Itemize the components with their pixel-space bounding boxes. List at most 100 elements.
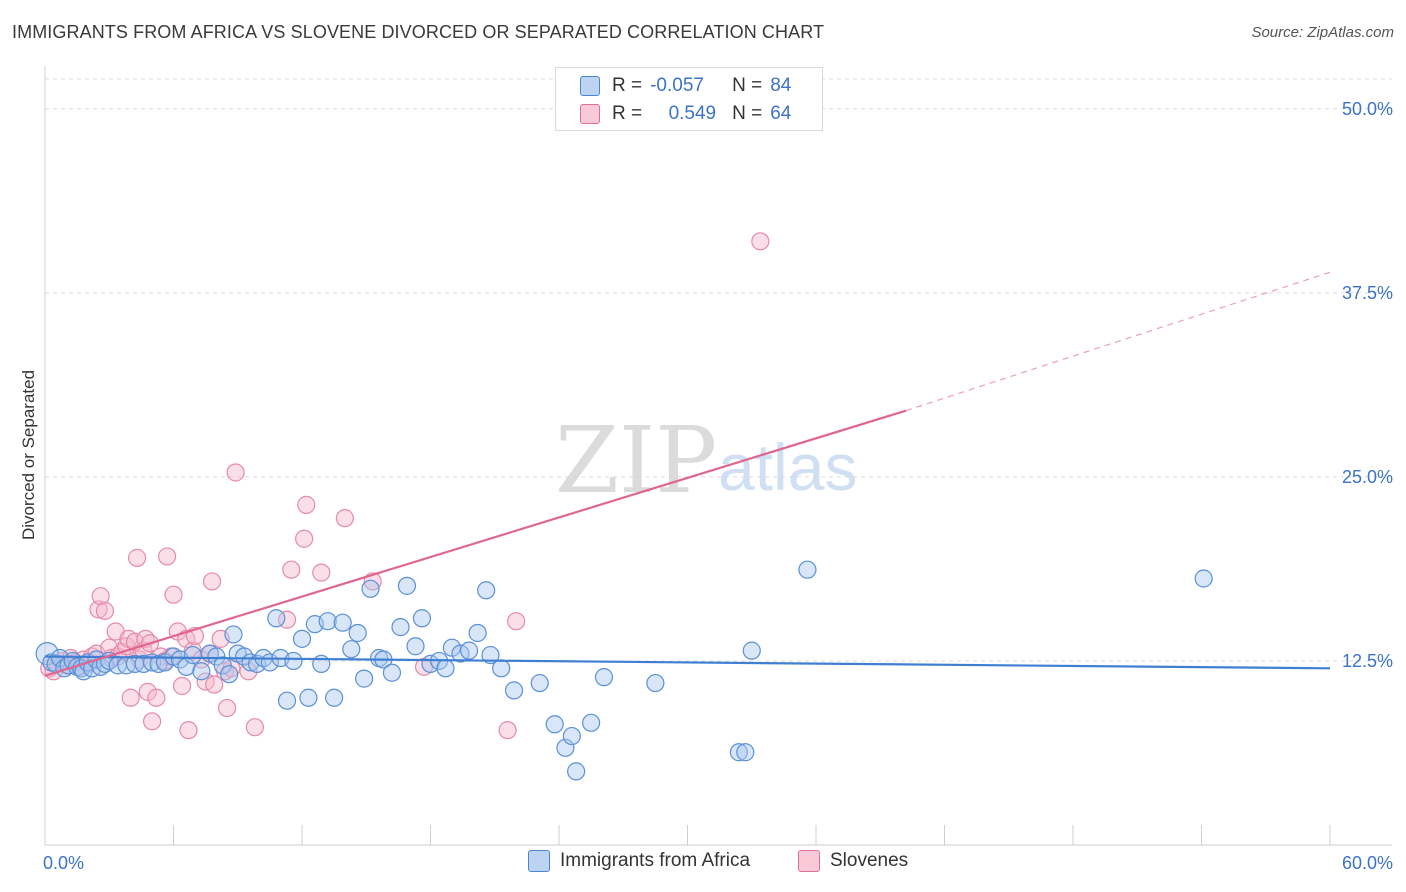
- africa-point: [459, 641, 479, 660]
- slovenes-point: [95, 601, 115, 620]
- slovenes-point: [121, 688, 140, 707]
- africa-point: [545, 715, 564, 734]
- africa-point: [325, 688, 344, 707]
- africa-point: [406, 637, 425, 656]
- grid-lines: [45, 78, 1392, 662]
- trend-lines: [44, 271, 1331, 677]
- africa-point: [556, 738, 575, 757]
- africa-point: [391, 617, 410, 637]
- n-value: 84: [770, 75, 792, 96]
- africa-point: [361, 579, 380, 598]
- africa-point: [582, 713, 601, 732]
- y-tick-label: 25.0%: [1342, 467, 1393, 487]
- slovenes-point: [142, 712, 162, 731]
- source-label: Source: ZipAtlas.com: [1251, 24, 1394, 41]
- africa-point: [567, 762, 586, 781]
- africa-point: [224, 625, 243, 644]
- legend-swatch-pink: [580, 104, 600, 124]
- slovenes-point: [751, 232, 770, 251]
- africa-point: [284, 651, 303, 671]
- africa-trend-line: [44, 655, 1331, 670]
- legend-label-slovenes: Slovenes: [830, 850, 909, 871]
- africa-point: [318, 612, 337, 631]
- legend-label-africa: Immigrants from Africa: [560, 850, 751, 871]
- slovenes-trend-line: [44, 409, 907, 677]
- africa-point: [299, 688, 318, 707]
- africa-point: [397, 576, 417, 595]
- legend-swatch-africa: [528, 850, 550, 872]
- africa-point: [348, 623, 367, 643]
- slovenes-point: [164, 585, 183, 604]
- watermark-zip: ZIP: [555, 407, 717, 514]
- y-tick-label: 12.5%: [1342, 651, 1393, 671]
- africa-point: [277, 691, 297, 710]
- r-value: -0.057: [650, 75, 704, 96]
- r-label: R =: [612, 75, 643, 96]
- legend-swatch-blue: [580, 76, 600, 96]
- slovenes-point: [172, 676, 192, 696]
- africa-point: [742, 641, 761, 660]
- africa-point: [492, 659, 511, 678]
- africa-point: [436, 659, 455, 678]
- africa-point: [192, 662, 211, 681]
- africa-point: [292, 629, 312, 648]
- slovenes-point: [295, 529, 314, 548]
- legend-item-slovenes[interactable]: Slovenes: [798, 850, 908, 872]
- africa-point: [736, 743, 755, 762]
- slovenes-point: [297, 495, 316, 514]
- legend-row-africa: R = -0.057 N = 84: [580, 73, 791, 99]
- africa-point: [729, 743, 749, 762]
- watermark: ZIP atlas: [555, 407, 857, 514]
- africa-point: [594, 668, 614, 687]
- n-label: N =: [732, 75, 763, 96]
- watermark-atlas: atlas: [718, 430, 857, 504]
- series-africa-points: [35, 560, 1213, 781]
- africa-point: [412, 609, 432, 628]
- africa-point: [355, 669, 374, 688]
- legend-row-slovenes: R = 0.549 N = 64: [580, 101, 791, 127]
- y-tick-label: 37.5%: [1342, 283, 1393, 303]
- r-value: 0.549: [668, 103, 717, 124]
- slovenes-point: [226, 463, 245, 482]
- slovenes-point: [157, 547, 177, 566]
- r-label: R =: [612, 103, 643, 124]
- africa-point: [342, 640, 361, 659]
- africa-point: [468, 623, 487, 643]
- n-label: N =: [732, 103, 763, 124]
- slovenes-point: [312, 563, 331, 582]
- africa-point: [183, 645, 202, 665]
- africa-point: [798, 560, 817, 579]
- correlation-legend: R = -0.057 N = 84 R = 0.549 N = 64: [555, 67, 823, 131]
- slovenes-point: [91, 587, 110, 606]
- n-value: 64: [770, 103, 792, 124]
- x-tick-label-min: 0.0%: [43, 853, 84, 873]
- chart-title: IMMIGRANTS FROM AFRICA VS SLOVENE DIVORC…: [12, 22, 825, 42]
- africa-point: [149, 654, 168, 673]
- africa-point: [1194, 569, 1213, 588]
- africa-point: [220, 665, 239, 684]
- legend-item-africa[interactable]: Immigrants from Africa: [528, 850, 750, 872]
- africa-point: [382, 663, 402, 682]
- y-axis-label: Divorced or Separated: [19, 370, 38, 540]
- africa-point: [333, 613, 352, 632]
- slovenes-point: [205, 675, 224, 694]
- slovenes-point: [127, 548, 147, 567]
- slovenes-point: [217, 698, 237, 718]
- series-legend: Immigrants from Africa Slovenes: [0, 850, 1406, 878]
- axes: [44, 66, 1392, 846]
- africa-point: [267, 609, 286, 628]
- africa-point: [481, 645, 500, 665]
- africa-point: [504, 681, 524, 700]
- legend-swatch-slovenes: [798, 850, 820, 872]
- slovenes-point: [507, 612, 526, 631]
- slovenes-point: [89, 600, 108, 619]
- slovenes-point: [335, 509, 354, 528]
- slovenes-trend-extension: [905, 271, 1331, 412]
- y-tick-label: 50.0%: [1342, 99, 1393, 119]
- slovenes-point: [282, 560, 301, 579]
- africa-point: [530, 673, 549, 693]
- tick-labels: 12.5% 25.0% 37.5% 50.0% 0.0% 60.0%: [43, 99, 1393, 873]
- slovenes-point: [498, 721, 517, 740]
- x-tick-label-max: 60.0%: [1342, 853, 1393, 873]
